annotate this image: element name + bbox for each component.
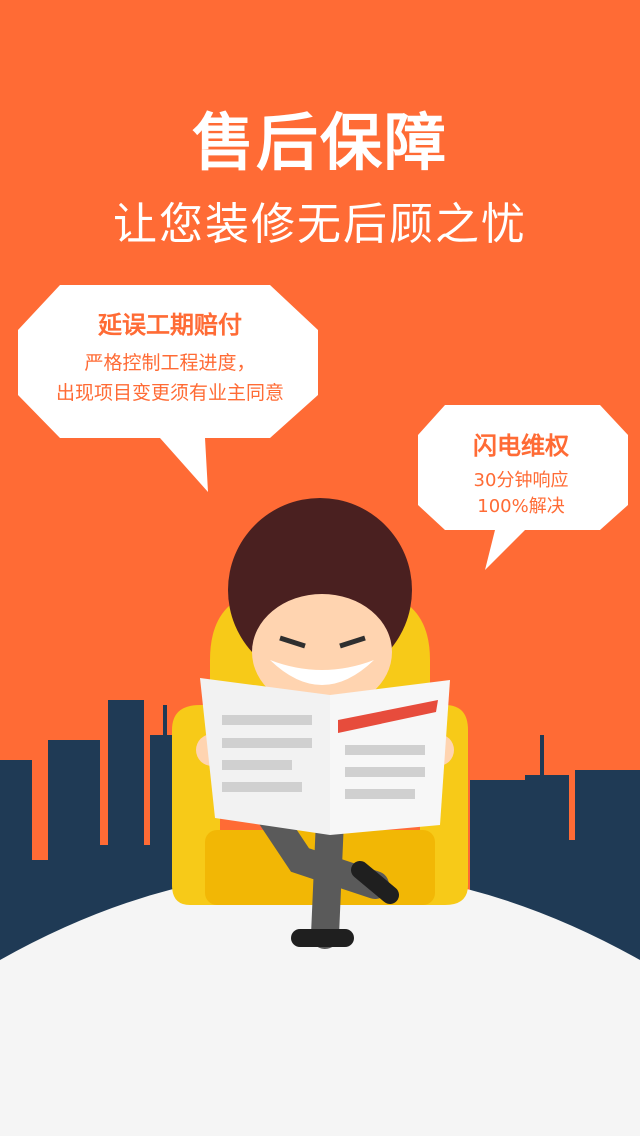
bubble-left-line: 出现项目变更须有业主同意 bbox=[55, 382, 284, 404]
bubble-right-line: 30分钟响应 bbox=[473, 470, 569, 491]
antenna bbox=[540, 735, 544, 780]
bubble-left-title: 延误工期赔付 bbox=[98, 311, 242, 339]
bubble-right-line: 100%解决 bbox=[477, 496, 565, 517]
ground bbox=[0, 870, 640, 1136]
antenna bbox=[163, 705, 167, 740]
speech-bubble-left bbox=[18, 285, 318, 492]
bubble-left-line: 严格控制工程进度， bbox=[84, 352, 256, 374]
cartoon-man bbox=[196, 498, 454, 949]
speech-bubble-right bbox=[418, 405, 628, 570]
bubble-right-title: 闪电维权 bbox=[473, 432, 569, 460]
subline: 让您装修无后顾之忧 bbox=[113, 199, 527, 250]
headline: 售后保障 bbox=[191, 106, 448, 179]
